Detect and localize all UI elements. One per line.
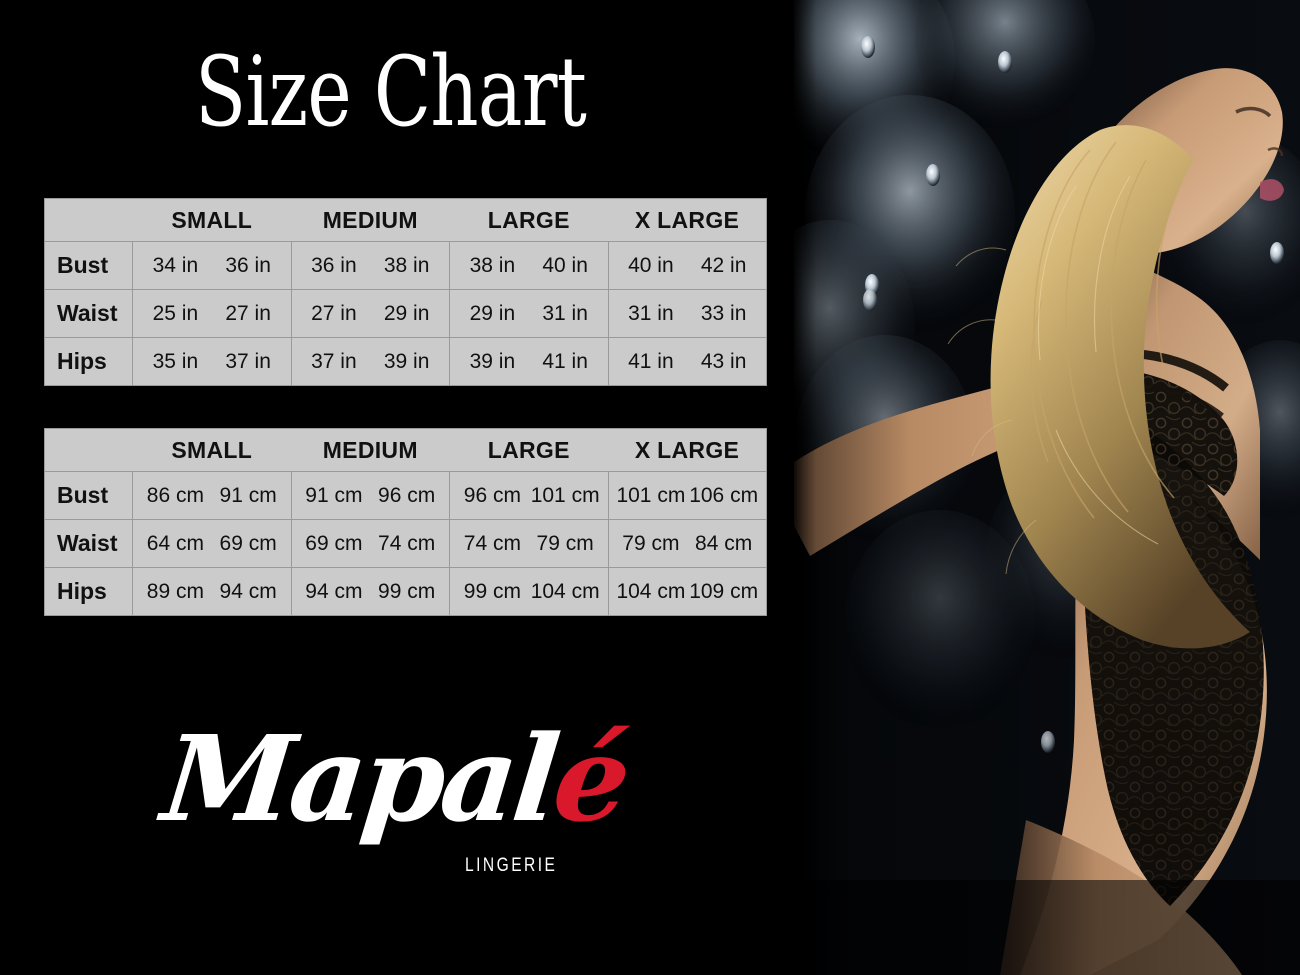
cell-waist-xlarge-max: 84 cm xyxy=(687,519,768,568)
cell-hips-xlarge-max: 109 cm xyxy=(687,567,768,616)
cell-hips-medium-max: 99 cm xyxy=(370,567,451,616)
cell-waist-large-min: 29 in xyxy=(449,289,529,338)
size-header-xlarge: X LARGE xyxy=(608,428,767,472)
page-title: Size Chart xyxy=(195,36,587,148)
table-row: Hips 89 cm 94 cm 94 cm 99 cm 99 cm 104 c… xyxy=(44,567,768,616)
brand-accent-letter: é xyxy=(547,709,634,848)
brand-wordmark: Mapalé xyxy=(157,709,634,848)
table-row: Bust 34 in 36 in 36 in 38 in 38 in 40 in… xyxy=(44,241,768,290)
cell-waist-small-min: 25 in xyxy=(131,289,212,338)
cell-waist-large-max: 79 cm xyxy=(528,519,609,568)
row-label-waist: Waist xyxy=(44,519,133,568)
brand-tagline: LINGERIE xyxy=(465,855,558,876)
cell-waist-small-min: 64 cm xyxy=(131,519,212,568)
cell-hips-xlarge-min: 41 in xyxy=(607,337,688,386)
cell-hips-large-max: 104 cm xyxy=(528,567,609,616)
size-header-medium: MEDIUM xyxy=(291,198,450,242)
row-label-hips: Hips xyxy=(44,567,133,616)
cell-waist-xlarge-min: 79 cm xyxy=(607,519,688,568)
cell-bust-large-max: 101 cm xyxy=(528,471,609,520)
cell-waist-small-max: 69 cm xyxy=(211,519,292,568)
row-label-waist: Waist xyxy=(44,289,133,338)
brand-name-text: Mapal xyxy=(156,709,563,848)
cell-waist-medium-min: 69 cm xyxy=(290,519,371,568)
table-row: Bust 86 cm 91 cm 91 cm 96 cm 96 cm 101 c… xyxy=(44,471,768,520)
cell-bust-small-min: 86 cm xyxy=(131,471,212,520)
cell-hips-medium-max: 39 in xyxy=(370,337,451,386)
cell-bust-small-max: 91 cm xyxy=(211,471,292,520)
cell-hips-small-min: 89 cm xyxy=(131,567,212,616)
model-photo xyxy=(790,0,1300,975)
cell-waist-medium-max: 74 cm xyxy=(370,519,451,568)
cell-hips-medium-min: 37 in xyxy=(290,337,371,386)
table-row: Hips 35 in 37 in 37 in 39 in 39 in 41 in… xyxy=(44,337,768,386)
cell-waist-medium-min: 27 in xyxy=(290,289,371,338)
size-header-small: SMALL xyxy=(132,198,291,242)
cell-bust-medium-min: 91 cm xyxy=(290,471,371,520)
table-row: Waist 64 cm 69 cm 69 cm 74 cm 74 cm 79 c… xyxy=(44,519,768,568)
cell-bust-xlarge-max: 42 in xyxy=(687,241,768,290)
table-header-row: SMALL MEDIUM LARGE X LARGE xyxy=(44,428,767,472)
cell-waist-xlarge-min: 31 in xyxy=(607,289,688,338)
cell-bust-medium-min: 36 in xyxy=(290,241,371,290)
cell-hips-large-max: 41 in xyxy=(528,337,609,386)
size-table-inches: SMALL MEDIUM LARGE X LARGE Bust 34 in 36… xyxy=(44,198,768,386)
cell-bust-xlarge-min: 40 in xyxy=(607,241,688,290)
cell-hips-small-min: 35 in xyxy=(131,337,212,386)
cell-bust-large-min: 38 in xyxy=(449,241,529,290)
cell-bust-small-max: 36 in xyxy=(211,241,292,290)
cell-hips-small-max: 94 cm xyxy=(211,567,292,616)
corner-cell xyxy=(44,428,133,472)
size-header-large: LARGE xyxy=(449,198,609,242)
cell-hips-small-max: 37 in xyxy=(211,337,292,386)
cell-waist-large-min: 74 cm xyxy=(449,519,529,568)
corner-cell xyxy=(44,198,133,242)
row-label-hips: Hips xyxy=(44,337,133,386)
table-row: Waist 25 in 27 in 27 in 29 in 29 in 31 i… xyxy=(44,289,768,338)
row-label-bust: Bust xyxy=(44,471,133,520)
cell-waist-medium-max: 29 in xyxy=(370,289,451,338)
cell-hips-large-min: 39 in xyxy=(449,337,529,386)
cell-bust-xlarge-max: 106 cm xyxy=(687,471,768,520)
cell-bust-large-min: 96 cm xyxy=(449,471,529,520)
size-table-centimeters: SMALL MEDIUM LARGE X LARGE Bust 86 cm 91… xyxy=(44,428,768,616)
cell-hips-xlarge-min: 104 cm xyxy=(607,567,688,616)
size-header-medium: MEDIUM xyxy=(291,428,450,472)
cell-waist-xlarge-max: 33 in xyxy=(687,289,768,338)
size-header-small: SMALL xyxy=(132,428,291,472)
row-label-bust: Bust xyxy=(44,241,133,290)
cell-waist-large-max: 31 in xyxy=(528,289,609,338)
cell-waist-small-max: 27 in xyxy=(211,289,292,338)
cell-bust-medium-max: 96 cm xyxy=(370,471,451,520)
size-header-large: LARGE xyxy=(449,428,609,472)
cell-hips-medium-min: 94 cm xyxy=(290,567,371,616)
cell-hips-xlarge-max: 43 in xyxy=(687,337,768,386)
cell-bust-xlarge-min: 101 cm xyxy=(607,471,688,520)
cell-bust-small-min: 34 in xyxy=(131,241,212,290)
brand-logo: Mapalé LINGERIE xyxy=(157,709,634,895)
cell-bust-large-max: 40 in xyxy=(528,241,609,290)
size-header-xlarge: X LARGE xyxy=(608,198,767,242)
table-header-row: SMALL MEDIUM LARGE X LARGE xyxy=(44,198,767,242)
cell-bust-medium-max: 38 in xyxy=(370,241,451,290)
cell-hips-large-min: 99 cm xyxy=(449,567,529,616)
